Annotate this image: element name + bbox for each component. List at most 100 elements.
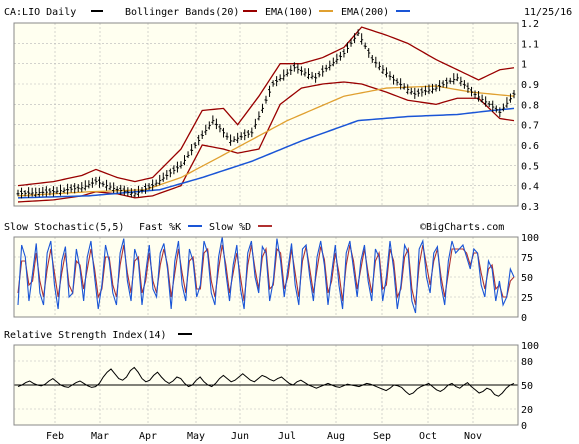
price-bar [303, 68, 307, 77]
price-bar [260, 103, 264, 113]
price-bar [175, 161, 179, 173]
x-axis-months: Feb Mar Apr May Jun Jul Aug Sep Oct Nov [46, 431, 482, 442]
price-bar [310, 71, 314, 80]
price-bar [459, 76, 463, 87]
month-label: Mar [91, 431, 109, 442]
month-label: Jun [231, 431, 249, 442]
price-bar [221, 127, 225, 138]
stochastic-y-axis: 0 25 50 75 100 [521, 233, 539, 324]
stochastic-legend-label: Slow Stochastic(5,5) [4, 222, 124, 233]
price-bar [190, 144, 194, 156]
price-bar [484, 96, 488, 107]
price-bar [363, 42, 367, 50]
price-bar [268, 85, 272, 97]
month-label: Oct [419, 431, 437, 442]
price-bar [229, 134, 233, 146]
price-bar [395, 78, 399, 86]
price-bar [452, 73, 456, 85]
price-bar [115, 186, 119, 194]
price-bar [289, 65, 293, 75]
price-bar [101, 181, 105, 187]
price-bar [423, 85, 427, 96]
ema100-line [17, 85, 515, 197]
y-tick-label: 0.4 [521, 182, 539, 193]
price-bar [505, 97, 509, 108]
price-bar [299, 66, 303, 76]
price-bar [133, 188, 137, 198]
chart-date: 11/25/16 [524, 7, 572, 18]
y-tick-label: 0.6 [521, 141, 539, 152]
price-bar [455, 73, 459, 82]
month-label: Nov [464, 431, 482, 442]
price-bar [438, 80, 442, 92]
price-bar [275, 76, 279, 87]
price-bar [172, 165, 176, 175]
price-bar [487, 101, 491, 108]
y-tick-label: 20 [521, 405, 533, 416]
price-bar [94, 176, 98, 185]
price-y-axis: 0.3 0.4 0.5 0.6 0.7 0.8 0.9 1 1.1 1.2 [521, 19, 539, 213]
price-bar [402, 83, 406, 90]
price-bar [367, 48, 371, 58]
price-bar [331, 57, 335, 67]
price-bar [158, 174, 162, 186]
stochastic-panel: Slow Stochastic(5,5) Fast %K Slow %D ©Bi… [4, 222, 539, 324]
ema100-legend-label: EMA(100) [265, 7, 313, 18]
price-gridlines [14, 22, 518, 207]
y-tick-label: 75 [521, 253, 533, 264]
y-tick-label: 0 [521, 421, 527, 432]
price-bar [427, 84, 431, 95]
price-bar [473, 90, 477, 99]
price-bar [416, 88, 420, 97]
price-marks [16, 26, 516, 203]
copyright-label: ©BigCharts.com [420, 222, 504, 233]
y-tick-label: 1.2 [521, 19, 539, 30]
price-bar [324, 64, 328, 72]
price-frame [13, 22, 519, 207]
month-label: Jul [278, 431, 296, 442]
price-bar [122, 185, 126, 196]
price-bar [218, 124, 222, 133]
price-bar [399, 78, 403, 90]
stochastic-marks [17, 236, 515, 314]
price-bar [168, 168, 172, 178]
price-bar [257, 111, 261, 121]
price-bar [193, 142, 197, 149]
y-tick-label: 100 [521, 341, 539, 352]
price-bar [356, 29, 360, 37]
price-bar [48, 188, 52, 196]
price-bar [129, 188, 133, 198]
price-bar [409, 87, 413, 95]
price-bar [225, 132, 229, 140]
price-bar [501, 103, 505, 112]
y-tick-label: 50 [521, 381, 533, 392]
price-bar [498, 107, 502, 118]
price-bar [349, 38, 353, 47]
price-bar [321, 65, 325, 77]
month-label: Aug [327, 431, 345, 442]
price-bar [126, 187, 130, 197]
price-bar [186, 151, 190, 159]
price-bar [388, 71, 392, 81]
price-bar [183, 155, 187, 166]
price-bar [200, 130, 204, 139]
price-bar [314, 73, 318, 83]
price-bar [264, 95, 268, 104]
price-bar [466, 82, 470, 93]
price-bar [392, 74, 396, 85]
y-tick-label: 1.1 [521, 39, 539, 50]
price-bar [377, 61, 381, 71]
price-bar [278, 74, 282, 82]
stochastic-frame [13, 236, 519, 318]
price-bar [253, 118, 257, 129]
price-bar [431, 83, 435, 94]
rsi-line [17, 366, 515, 397]
price-bar [360, 33, 364, 45]
price-bar [462, 80, 466, 89]
price-bar [20, 187, 24, 199]
price-bar [296, 63, 300, 74]
price-bar [434, 83, 438, 92]
price-bar [55, 186, 59, 195]
bollinger-upper-line [17, 26, 515, 187]
price-bar [136, 185, 140, 197]
